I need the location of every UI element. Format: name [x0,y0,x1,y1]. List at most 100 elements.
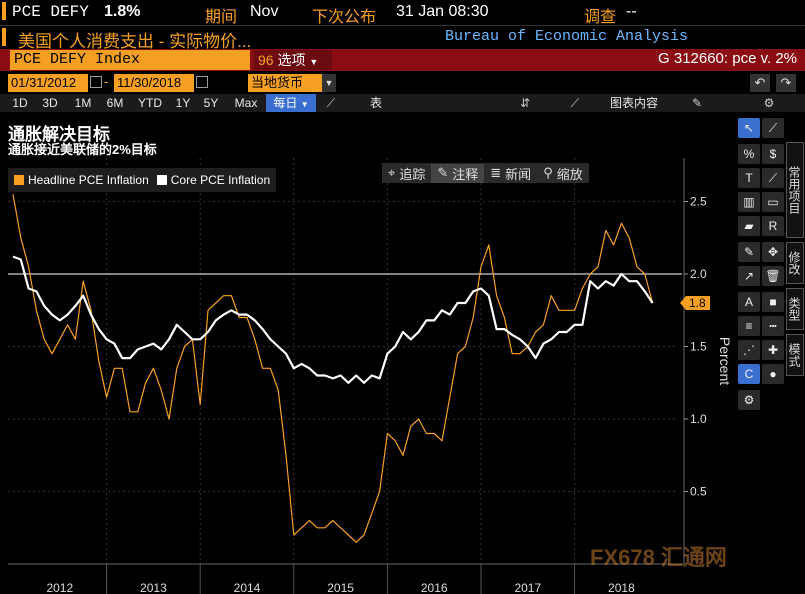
band-icon[interactable]: ▰ [738,216,760,236]
header-accent [2,2,6,20]
x-tick-label: 2013 [140,581,167,594]
side-tab-common[interactable]: 常用项目 [786,142,804,238]
options-number: 96 [258,52,274,68]
chart-legend: Headline PCE Inflation Core PCE Inflatio… [8,168,277,192]
pen-icon[interactable]: ✎ [738,242,760,262]
y-axis-label: Percent [717,337,733,385]
gear-icon[interactable]: ⚙ [763,96,775,110]
pencil-icon: ✎ [437,165,449,180]
percent-icon[interactable]: % [738,144,760,164]
period-6m[interactable]: 6M [106,96,124,110]
pce-chart[interactable]: 0.5 1.0 1.5 2.0 2.5 1.8 Percent 2012 2013 2014 201… [0,112,734,594]
legend-headline-label: Headline PCE Inflation [28,173,149,187]
legend-core-label: Core PCE Inflation [170,173,271,187]
gear-icon[interactable]: ⚙ [738,390,760,410]
watermark-logo: FX678 汇通网 [590,545,727,570]
redo-icon[interactable]: ↷ [776,74,796,92]
period-max[interactable]: Max [234,96,258,110]
side-tab-modify[interactable]: 修改 [786,242,804,284]
period-1y[interactable]: 1Y [175,96,191,110]
frequency-select[interactable]: 每日 ▼ [266,94,316,112]
news-label: 新闻 [505,166,532,182]
side-tab-type[interactable]: 类型 [786,288,804,330]
core-series-line [12,255,654,384]
line-style-icon[interactable]: ┅ [762,316,784,336]
rectangle-icon[interactable]: ▭ [762,192,784,212]
line-chart-icon[interactable]: ⟋ [326,96,336,110]
y-tick-label: 1.0 [690,412,707,426]
undo-icon[interactable]: ↶ [750,74,770,92]
period-ytd[interactable]: YTD [138,96,162,110]
legend-core[interactable]: Core PCE Inflation [156,173,271,187]
color-box-icon[interactable]: ■ [762,292,784,312]
trend-icon[interactable]: ⟋ [570,96,580,110]
side-tab-mode[interactable]: 模式 [786,334,804,376]
line-icon[interactable]: ⟋ [762,168,784,188]
last-value-label: 1.8 [689,296,706,310]
crosshair-icon: ⌖ [388,165,396,180]
annotate-button[interactable]: ✎ 注释 [431,163,485,183]
data-source: Bureau of Economic Analysis [445,28,689,45]
add-point-icon[interactable]: ↗ [738,266,760,286]
start-date-field[interactable]: 01/31/2012 [8,74,88,92]
period-5y[interactable]: 5Y [203,96,219,110]
chart-settings-icon[interactable]: ⇵ [519,96,531,110]
x-tick-label: 2017 [514,581,541,594]
period-bar: 1D 3D 1M 6M YTD 1Y 5Y Max 每日 ▼ ⟋ 表 ⇵ ⟋ 图… [0,94,805,112]
next-release-value: 31 Jan 08:30 [396,3,489,20]
annotate-label: 注释 [452,166,479,182]
fill-icon[interactable]: ▥ [738,192,760,212]
x-tick-label: 2015 [327,581,354,594]
chart-content-button[interactable]: 图表内容 [609,96,658,110]
move-icon[interactable]: ✥ [762,242,784,262]
news-icon: ≣ [490,165,502,180]
currency-value: 当地货币 [251,75,304,90]
end-date-field[interactable]: 11/30/2018 [114,74,194,92]
magnet-icon[interactable]: C [738,364,760,384]
font-icon[interactable]: A [738,292,760,312]
last-value-tag [680,296,710,310]
edit-icon[interactable]: ✎ [691,96,703,110]
chevron-down-icon: ▼ [309,57,319,67]
series-description: 美国个人消费支出 - 实际物价... [18,32,252,51]
currency-select[interactable]: 当地货币 ▼ [248,74,336,92]
legend-headline[interactable]: Headline PCE Inflation [14,173,149,187]
annotation-toolbar: ↖ ⟋ % $ T ⟋ ▥ ▭ ▰ R ✎ ✥ ↗ 🗑 A ■ ≡ ┅ ⋰ ✚ … [734,112,805,594]
calendar-icon[interactable] [196,76,208,88]
survey-value: -- [626,3,637,20]
line-weight-icon[interactable]: ≡ [738,316,760,336]
palette-icon[interactable]: ● [762,364,784,384]
cursor-icon[interactable]: ↖ [738,118,760,138]
text-icon[interactable]: T [738,168,760,188]
period-value: Nov [250,3,279,20]
marker-icon[interactable]: ✚ [762,340,784,360]
calendar-icon[interactable] [90,76,102,88]
y-tick-label: 1.5 [690,340,707,354]
x-tick-label: 2018 [608,581,635,594]
r-icon[interactable]: R [762,216,784,236]
ticker-bar: PCE DEFY Index 96 选项 ▼ G 312660: pce v. … [0,49,805,71]
trash-icon[interactable]: 🗑 [762,266,784,286]
desc-accent [2,28,6,46]
news-button[interactable]: ≣ 新闻 [484,164,537,183]
period-3d[interactable]: 3D [42,96,58,110]
chart-subtitle: 通胀接近美联储的2%目标 [8,142,157,157]
options-label: 选项 [277,52,306,68]
security-input[interactable]: PCE DEFY Index [10,50,250,70]
dashed-line-icon[interactable]: ⋰ [738,340,760,360]
options-button[interactable]: 96 选项 ▼ [254,50,332,70]
zoom-button[interactable]: ⚲ 缩放 [537,164,589,183]
range-dash: - [104,74,109,89]
x-tick-label: 2014 [234,581,261,594]
x-tick-label: 2016 [421,581,448,594]
period-1d[interactable]: 1D [12,96,28,110]
track-button[interactable]: ⌖ 追踪 [382,164,431,183]
chart-id-label: G 312660: pce v. 2% [658,50,797,67]
table-button[interactable]: 表 [369,96,382,110]
y-tick-label: 0.5 [690,485,707,499]
x-axis-band [0,564,684,594]
dollar-icon[interactable]: $ [762,144,784,164]
x-tick-label: 2012 [46,581,73,594]
period-1m[interactable]: 1M [74,96,92,110]
draw-line-icon[interactable]: ⟋ [762,118,784,138]
